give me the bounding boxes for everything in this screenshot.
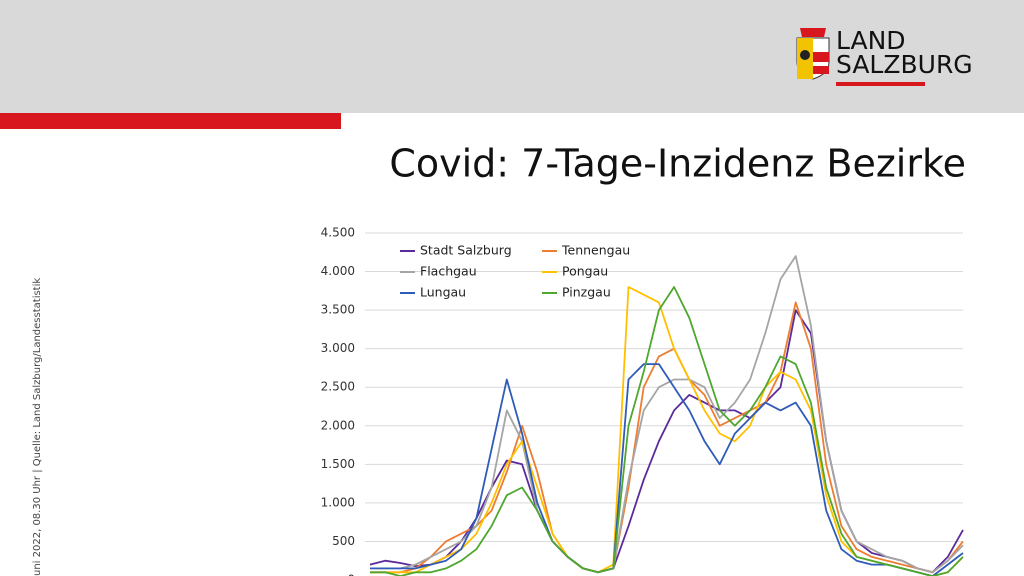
legend-label: Flachgau	[420, 264, 477, 279]
y-tick-label: 3.000	[321, 341, 355, 355]
accent-bar	[0, 113, 341, 129]
series-line	[370, 363, 964, 576]
source-note: uni 2022, 08.30 Uhr | Quelle: Land Salzb…	[32, 278, 43, 576]
logo-underline	[836, 82, 925, 86]
y-tick-label: 1.000	[321, 495, 355, 509]
y-tick-label: 3.500	[321, 303, 355, 317]
legend-label: Pongau	[562, 264, 608, 279]
y-tick-label: 500	[332, 534, 355, 548]
logo-text: LAND	[836, 26, 906, 55]
legend-label: Pinzgau	[562, 285, 611, 300]
logo-shield	[796, 28, 830, 80]
series-line	[370, 286, 964, 576]
y-tick-label: 4.000	[321, 264, 355, 278]
slide-title: Covid: 7-Tage-Inzidenz Bezirke	[389, 142, 966, 186]
series-line	[370, 255, 964, 574]
y-tick-label: 0	[347, 573, 355, 576]
legend-label: Stadt Salzburg	[420, 243, 512, 258]
y-tick-label: 2.000	[321, 418, 355, 432]
series-line	[370, 286, 964, 576]
series-line	[369, 309, 964, 574]
header-band	[0, 0, 1024, 113]
legend-label: Tennengau	[561, 243, 630, 258]
y-tick-label: 1.500	[321, 457, 355, 471]
logo-text: SALZBURG	[836, 50, 973, 79]
y-tick-label: 2.500	[321, 380, 355, 394]
y-tick-label: 4.500	[321, 226, 355, 240]
legend-label: Lungau	[420, 285, 466, 300]
series-line	[370, 301, 964, 574]
